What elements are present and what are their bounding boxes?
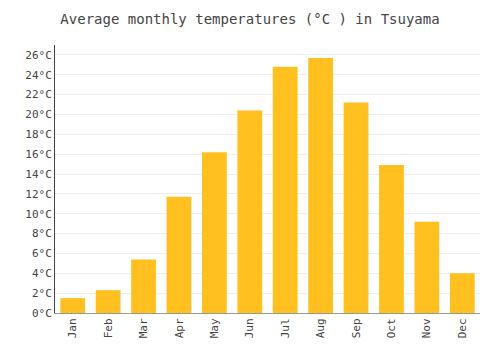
svg-text:22°C: 22°C	[25, 88, 52, 101]
svg-text:Jun: Jun	[243, 318, 256, 338]
svg-text:Aug: Aug	[314, 318, 327, 338]
svg-text:16°C: 16°C	[25, 148, 52, 161]
svg-text:Jul: Jul	[279, 318, 292, 338]
svg-text:Apr: Apr	[173, 318, 186, 338]
svg-text:Average monthly temperatures (: Average monthly temperatures (°C ) in Ts…	[60, 11, 439, 27]
svg-text:20°C: 20°C	[25, 108, 52, 121]
svg-text:Dec: Dec	[456, 318, 469, 338]
svg-text:Mar: Mar	[137, 318, 150, 338]
svg-text:May: May	[208, 318, 221, 338]
svg-text:Jan: Jan	[66, 318, 79, 338]
svg-text:4°C: 4°C	[32, 267, 52, 280]
svg-text:2°C: 2°C	[32, 287, 52, 300]
svg-text:14°C: 14°C	[25, 168, 52, 181]
svg-text:Sep: Sep	[350, 318, 363, 338]
svg-text:6°C: 6°C	[32, 247, 52, 260]
svg-text:24°C: 24°C	[25, 69, 52, 82]
svg-text:18°C: 18°C	[25, 128, 52, 141]
svg-text:Feb: Feb	[102, 318, 115, 338]
svg-text:Nov: Nov	[420, 318, 433, 338]
svg-text:0°C: 0°C	[32, 307, 52, 320]
svg-text:10°C: 10°C	[25, 208, 52, 221]
svg-text:Oct: Oct	[385, 318, 398, 338]
svg-text:26°C: 26°C	[25, 49, 52, 62]
svg-text:12°C: 12°C	[25, 188, 52, 201]
svg-text:8°C: 8°C	[32, 227, 52, 240]
